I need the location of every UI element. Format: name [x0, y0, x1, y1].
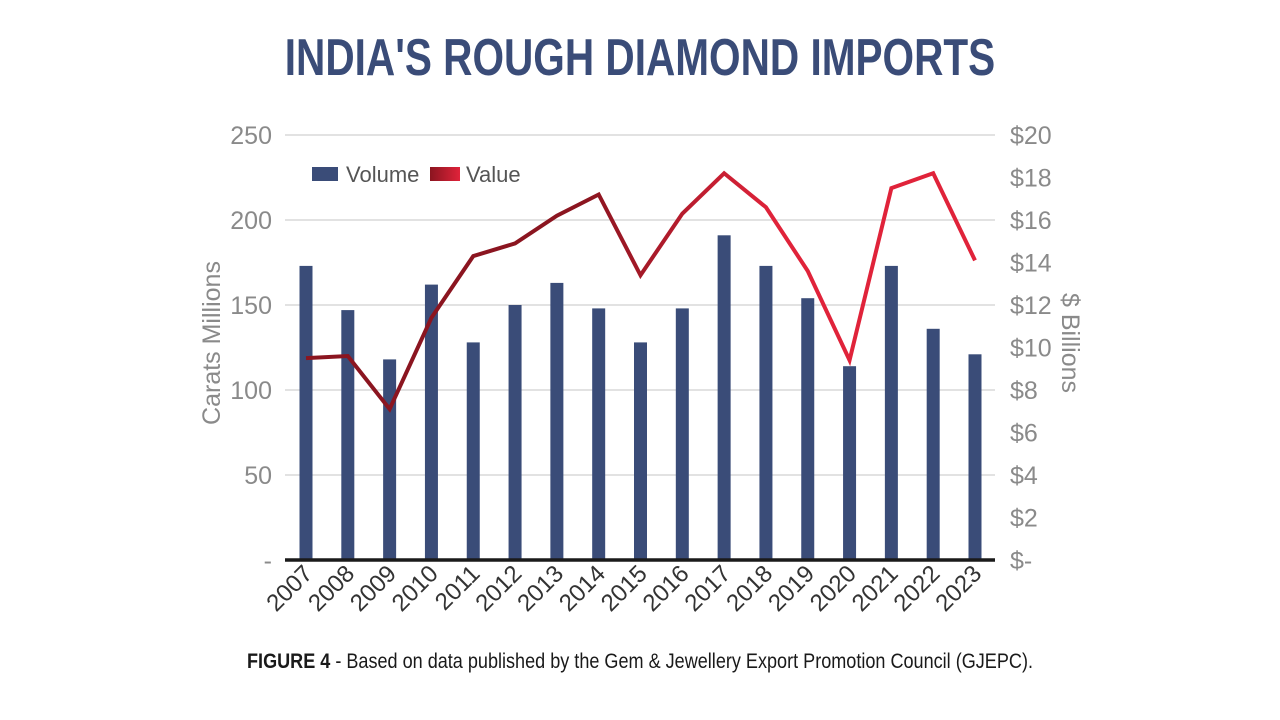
x-tick-label: 2017 [680, 560, 737, 617]
volume-bar [466, 342, 480, 560]
chart-svg: - 50 100 150 200 250 $- $2 $4 $6 $8 $10 $12 $14 $16 $1… [198, 122, 1084, 617]
legend-volume-swatch [312, 167, 338, 181]
right-tick-label: $12 [1010, 292, 1052, 320]
x-tick-label: 2022 [889, 560, 946, 617]
volume-bar [341, 310, 355, 560]
volume-bar [717, 235, 731, 561]
legend: Volume Value [312, 162, 521, 187]
volume-bar [634, 342, 647, 560]
right-axis-label: $ Billions [1056, 293, 1084, 393]
chart-title: INDIA'S ROUGH DIAMOND IMPORTS [284, 29, 996, 87]
x-tick-label: 2013 [512, 560, 569, 617]
volume-bar [299, 265, 313, 560]
value-line [305, 170, 977, 413]
right-tick-label: $- [1010, 547, 1032, 575]
right-tick-label: $8 [1010, 377, 1038, 405]
left-tick-label: 100 [230, 377, 272, 405]
x-tick-label: 2018 [721, 560, 778, 617]
x-tick-label: 2014 [554, 560, 611, 617]
volume-bar [550, 282, 564, 560]
x-tick-label: 2012 [470, 560, 527, 617]
x-tick-label: 2009 [345, 560, 402, 617]
volume-bar [592, 308, 606, 560]
right-tick-label: $18 [1010, 165, 1052, 193]
x-tick-label: 2020 [805, 560, 862, 617]
x-tick-label: 2015 [596, 560, 653, 617]
volume-bar [759, 265, 773, 560]
left-tick-label: 50 [244, 462, 272, 490]
x-tick-label: 2016 [638, 560, 695, 617]
right-tick-label: $20 [1010, 122, 1052, 150]
right-tick-label: $6 [1010, 420, 1038, 448]
legend-volume-label: Volume [346, 162, 419, 187]
figure-caption-text: - Based on data published by the Gem & J… [330, 650, 1033, 673]
volume-bar [675, 308, 689, 560]
x-tick-label: 2021 [847, 560, 904, 617]
left-tick-label: 150 [230, 292, 272, 320]
left-axis-ticks: - 50 100 150 200 250 [230, 122, 272, 575]
right-tick-label: $10 [1010, 335, 1052, 363]
right-tick-label: $4 [1010, 462, 1038, 490]
figure-label: FIGURE 4 [247, 650, 331, 673]
legend-value-swatch [430, 167, 460, 181]
x-tick-label: 2008 [303, 560, 360, 617]
left-tick-label: 200 [230, 207, 272, 235]
value-line-path [305, 170, 977, 413]
volume-bar [383, 359, 397, 560]
x-tick-label: 2023 [930, 560, 987, 617]
x-tick-label: 2019 [763, 560, 820, 617]
x-axis-ticks: 2007200820092010201120122013201420152016… [261, 560, 987, 617]
right-axis-ticks: $- $2 $4 $6 $8 $10 $12 $14 $16 $18 $20 [1010, 122, 1052, 575]
volume-bar [968, 354, 982, 560]
volume-bar [424, 284, 438, 560]
x-tick-label: 2010 [387, 560, 444, 617]
figure-caption: FIGURE 4 - Based on data published by th… [90, 650, 1191, 674]
legend-value-label: Value [466, 162, 521, 187]
volume-bar [884, 265, 898, 560]
volume-bar [926, 328, 940, 560]
right-tick-label: $2 [1010, 505, 1038, 533]
right-tick-label: $14 [1010, 250, 1052, 278]
left-tick-label: 250 [230, 122, 272, 150]
volume-bars [299, 235, 982, 561]
left-tick-label: - [264, 547, 272, 575]
left-axis-label: Carats Millions [198, 261, 226, 425]
volume-bar [843, 366, 857, 560]
volume-bar [801, 298, 815, 560]
volume-bar [508, 305, 522, 560]
x-tick-label: 2011 [430, 560, 486, 616]
right-tick-label: $16 [1010, 207, 1052, 235]
